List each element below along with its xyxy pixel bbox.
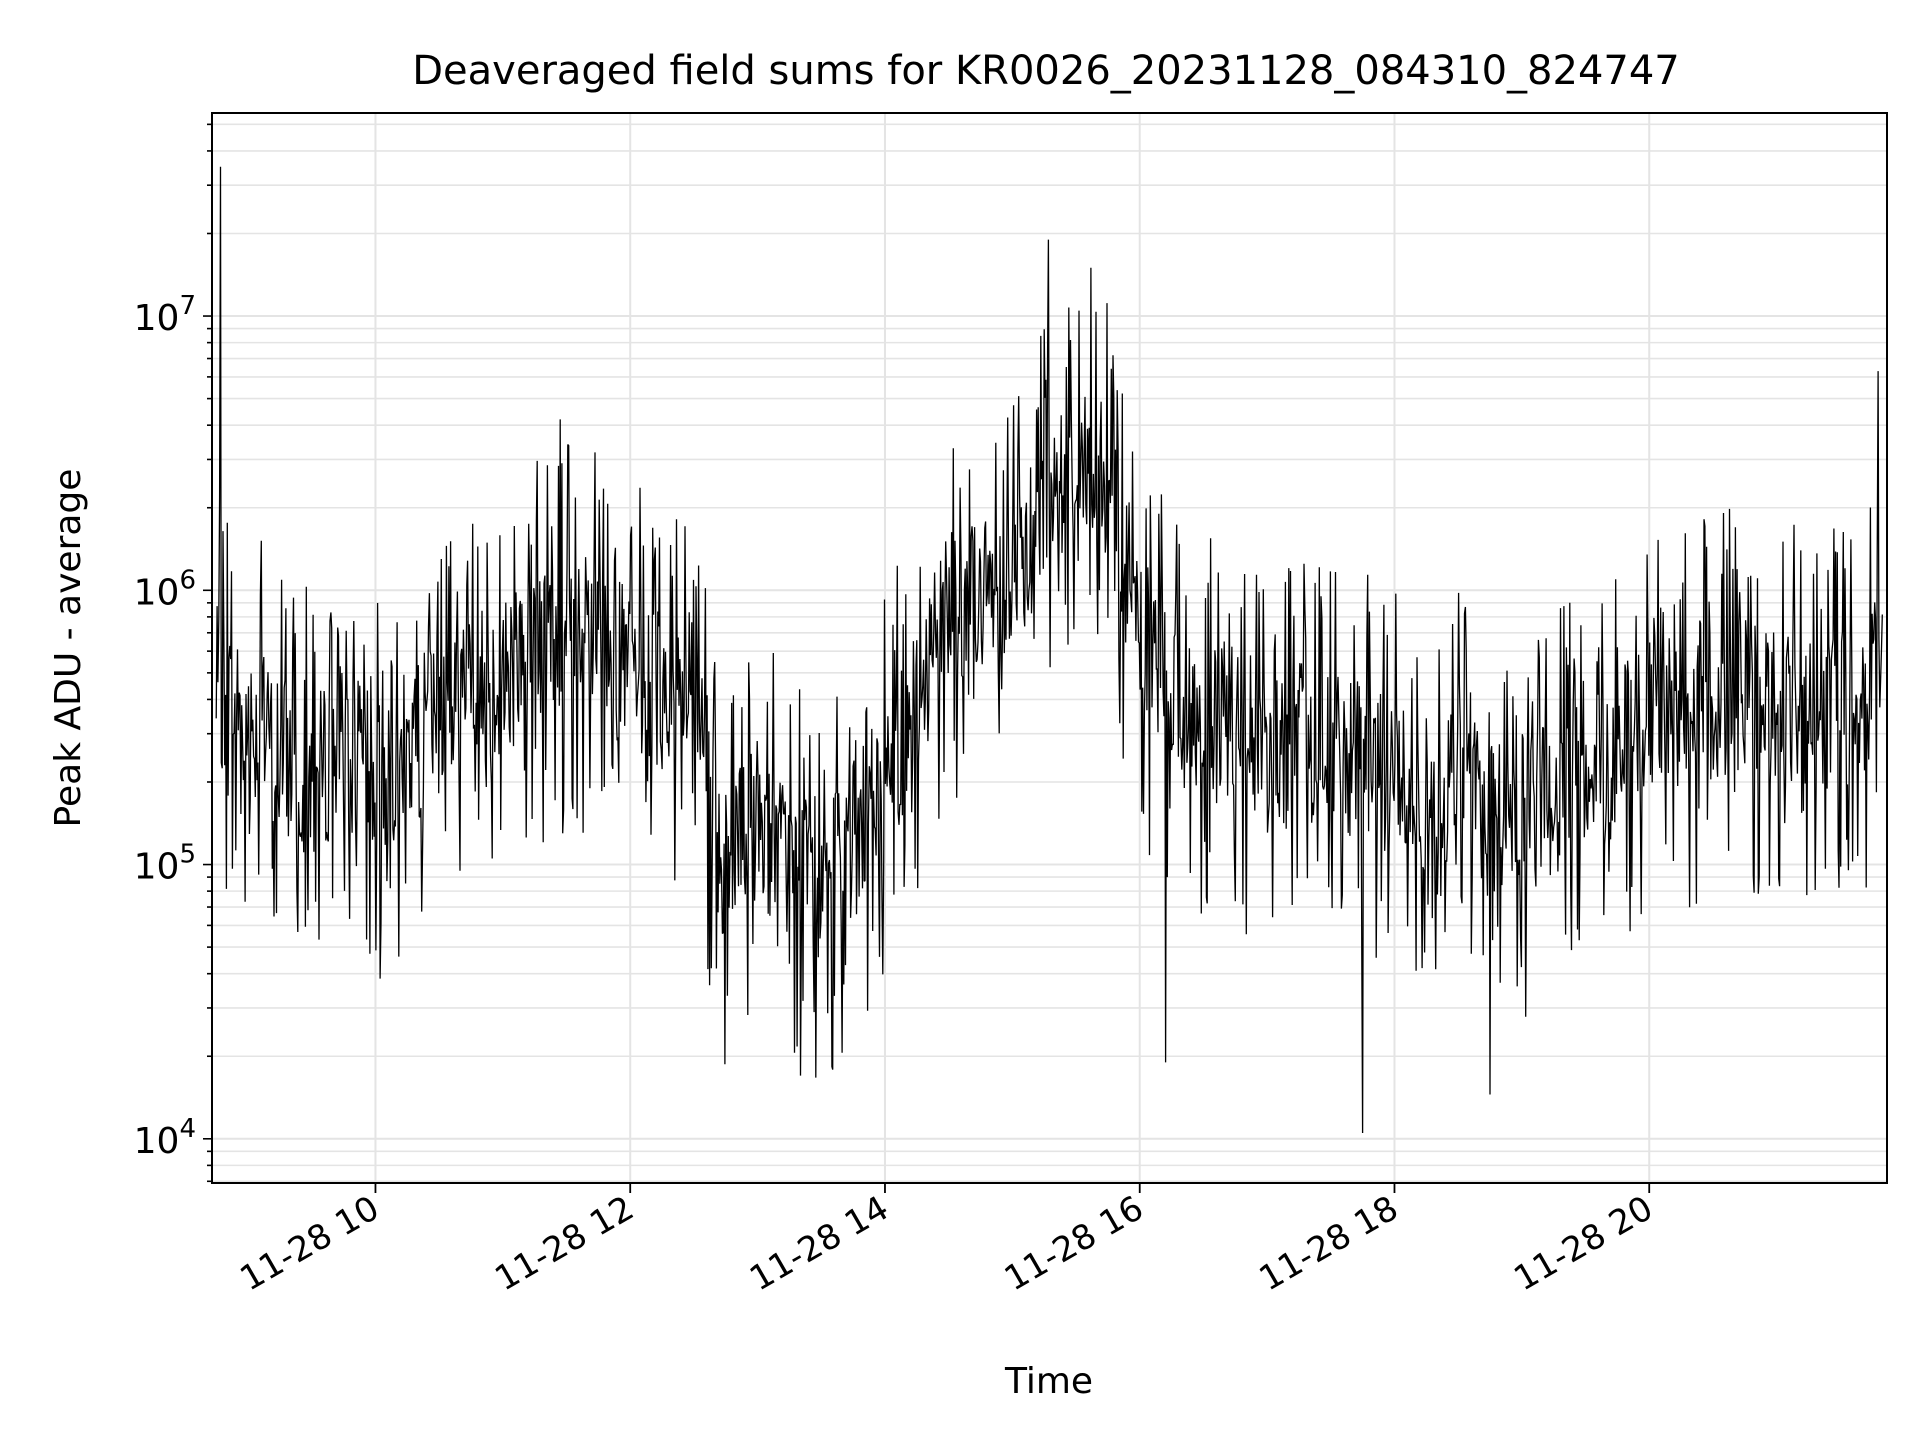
data-line-group — [215, 166, 1883, 1134]
y-tick-label: 105 — [134, 840, 196, 888]
y-tick-label: 106 — [134, 565, 196, 613]
x-axis-label: Time — [1004, 1361, 1093, 1402]
chart-title: Deaveraged field sums for KR0026_2023112… — [412, 48, 1680, 94]
y-tick-label: 107 — [134, 291, 196, 339]
y-tick-label: 104 — [134, 1114, 196, 1162]
plot-frame — [211, 112, 1888, 1184]
y-axis-label: Peak ADU - average — [48, 469, 89, 828]
series-line — [215, 166, 1883, 1134]
y-axis: 104 105 106 107 — [134, 123, 212, 1183]
